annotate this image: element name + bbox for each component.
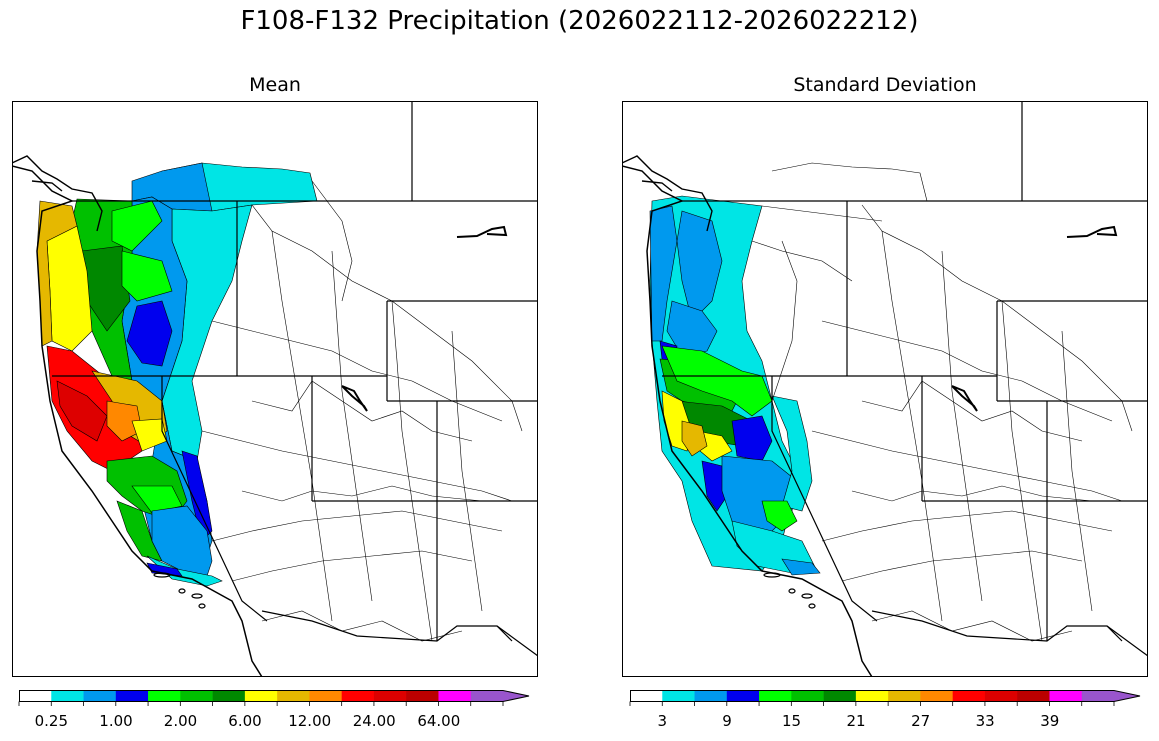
std-colorbar-swatch: [952, 690, 986, 702]
mean-colorbar-swatch: [19, 690, 52, 702]
mean-colorbar-swatch: [341, 690, 375, 702]
mean-channel-islands: [153, 572, 206, 609]
std-region-navy-central: [731, 415, 773, 462]
std-colorbar-swatch: [920, 690, 953, 702]
std-region-gold-mid: [681, 420, 708, 457]
mean-colorbar-swatch: [51, 690, 84, 702]
mean-colorbar: 0.25 1.00 2.00 6.00 12.00 24.00 64.00: [18, 690, 530, 730]
std-colorbar-swatch: [630, 690, 663, 702]
mean-colorbar-swatch: [373, 690, 407, 702]
mean-map-frame: [12, 101, 538, 677]
mean-colorbar-extension: [503, 690, 529, 702]
mean-tick-label-2: 2.00: [164, 712, 197, 730]
std-colorbar-frame: [630, 690, 1141, 702]
mean-colorbar-swatch: [309, 690, 342, 702]
std-channel-islands: [763, 572, 816, 609]
mean-state-borders: [52, 101, 538, 657]
mean-coastline: [12, 165, 263, 677]
std-colorbar-ticks: [629, 701, 1115, 706]
mean-colorbar-swatch: [83, 690, 117, 702]
mean-region-navy-central: [126, 300, 173, 367]
mean-precip-field: [36, 162, 318, 587]
std-colorbar-swatch: [759, 690, 792, 702]
mean-colorbar-swatch: [115, 690, 149, 702]
mean-region-brightgreen-south: [131, 485, 183, 514]
mean-tick-label-3: 6.00: [228, 712, 261, 730]
mean-colorbar-swatch: [470, 690, 504, 702]
mean-great-salt-lake: [341, 385, 368, 412]
mean-colorbar-swatch: [406, 690, 439, 702]
mean-colorbar-swatch: [277, 690, 310, 702]
mean-tick-label-5: 24.00: [353, 712, 396, 730]
mean-tick-label-4: 12.00: [288, 712, 331, 730]
std-colorbar-swatches: [630, 690, 1140, 702]
std-colorbar-swatch: [855, 690, 889, 702]
std-lake: [1066, 225, 1118, 238]
mean-colorbar-swatches: [19, 690, 529, 702]
std-colorbar-extension: [1114, 690, 1140, 702]
mean-colorbar-swatch: [148, 690, 181, 702]
std-tick-label-0: 3: [658, 712, 668, 730]
std-region-navy-coast-south: [701, 460, 728, 512]
std-tick-label-3: 21: [846, 712, 865, 730]
std-tick-label-5: 33: [976, 712, 995, 730]
mean-colorbar-swatch: [212, 690, 246, 702]
mean-region-darkred-coast: [56, 380, 108, 442]
mean-puget-sound: [12, 155, 103, 232]
std-region-blue-socal: [781, 558, 821, 576]
std-colorbar-swatch: [726, 690, 760, 702]
std-basin-boundaries: [751, 162, 1133, 642]
mean-region-brightgreen-north: [111, 200, 163, 252]
mean-region-brightgreen-mid: [121, 250, 173, 302]
mean-tick-label-0: 0.25: [35, 712, 68, 730]
std-panel-title: Standard Deviation: [793, 74, 977, 96]
mean-map: [12, 101, 538, 677]
std-colorbar-swatch: [694, 690, 728, 702]
std-great-salt-lake: [951, 385, 978, 412]
mean-colorbar-frame: [19, 690, 530, 702]
std-colorbar-swatch: [1017, 690, 1050, 702]
figure-title: F108-F132 Precipitation (2026022112-2026…: [240, 6, 919, 36]
std-map-frame: [622, 101, 1148, 677]
std-tick-label-2: 15: [782, 712, 801, 730]
std-coastline: [622, 165, 873, 677]
mean-lake: [456, 225, 508, 238]
mean-colorbar-ticks: [18, 701, 504, 706]
mean-panel-title: Mean: [249, 74, 301, 96]
std-region-cyan-east: [771, 395, 813, 512]
mean-region-navy-south: [181, 450, 213, 542]
std-precip-field: [649, 195, 821, 576]
std-colorbar-swatch: [791, 690, 824, 702]
std-map: [622, 101, 1148, 677]
std-region-blue-mid: [666, 300, 718, 357]
std-tick-label-4: 27: [911, 712, 930, 730]
std-colorbar-swatch: [984, 690, 1018, 702]
std-colorbar-swatch: [1081, 690, 1115, 702]
std-colorbar-swatch: [1049, 690, 1083, 702]
mean-tick-label-6: 64.00: [417, 712, 460, 730]
std-colorbar: 3 9 15 21 27 33 39: [629, 690, 1141, 730]
std-tick-label-1: 9: [722, 712, 732, 730]
mean-colorbar-swatch: [180, 690, 213, 702]
mean-region-orange-mid: [106, 400, 143, 442]
mean-colorbar-swatch: [438, 690, 472, 702]
mean-tick-label-1: 1.00: [99, 712, 132, 730]
mean-basin-boundaries: [201, 180, 523, 642]
std-colorbar-swatch: [662, 690, 695, 702]
std-colorbar-swatch: [888, 690, 921, 702]
std-puget-sound: [622, 155, 713, 232]
std-region-brightgreen-mid: [661, 345, 773, 417]
mean-colorbar-swatch: [244, 690, 278, 702]
std-tick-label-6: 39: [1040, 712, 1059, 730]
std-state-borders: [662, 101, 1148, 657]
std-region-brightgreen-sierra: [761, 500, 798, 532]
std-colorbar-swatch: [823, 690, 857, 702]
